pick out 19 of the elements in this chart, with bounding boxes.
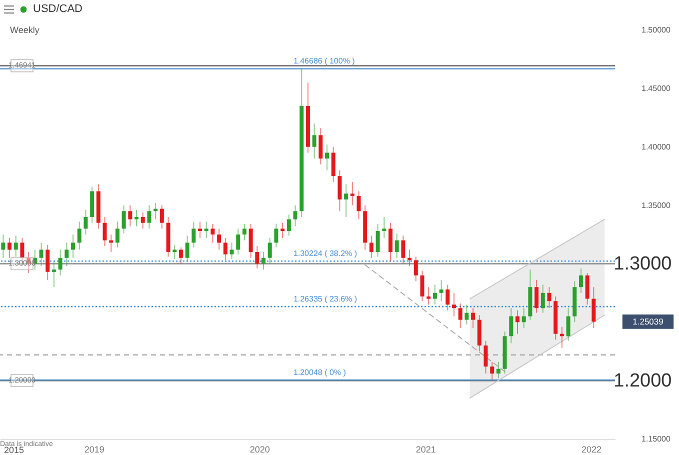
chart-title: USD/CAD [33, 3, 83, 15]
x-tick-label: 2019 [84, 444, 104, 454]
annotation: 1.20048 ( 0% ) [293, 368, 346, 378]
annotation: 1.3000 [614, 254, 672, 275]
y-tick-label: 1.45000 [642, 84, 671, 93]
annotation: 1.46686 ( 100% ) [293, 56, 356, 66]
x-tick-label: 2020 [250, 444, 270, 454]
text: 2015 [4, 445, 24, 455]
y-tick-label: 1.35000 [642, 200, 671, 210]
annotation: Weekly [10, 25, 40, 35]
y-tick-label: 1.15000 [642, 434, 671, 444]
y-tick-label: 1.40000 [642, 142, 671, 152]
annotation: 1.26335 ( 23.6% ) [293, 294, 358, 304]
text: 1.25039 [632, 316, 664, 327]
annotation: 1.30224 ( 38.2% ) [293, 249, 358, 258]
x-tick-label: 2022 [581, 444, 602, 454]
annotation: 1.2000 [614, 370, 672, 392]
y-tick-label: 1.50000 [642, 26, 671, 34]
x-tick-label: 2021 [416, 444, 436, 454]
